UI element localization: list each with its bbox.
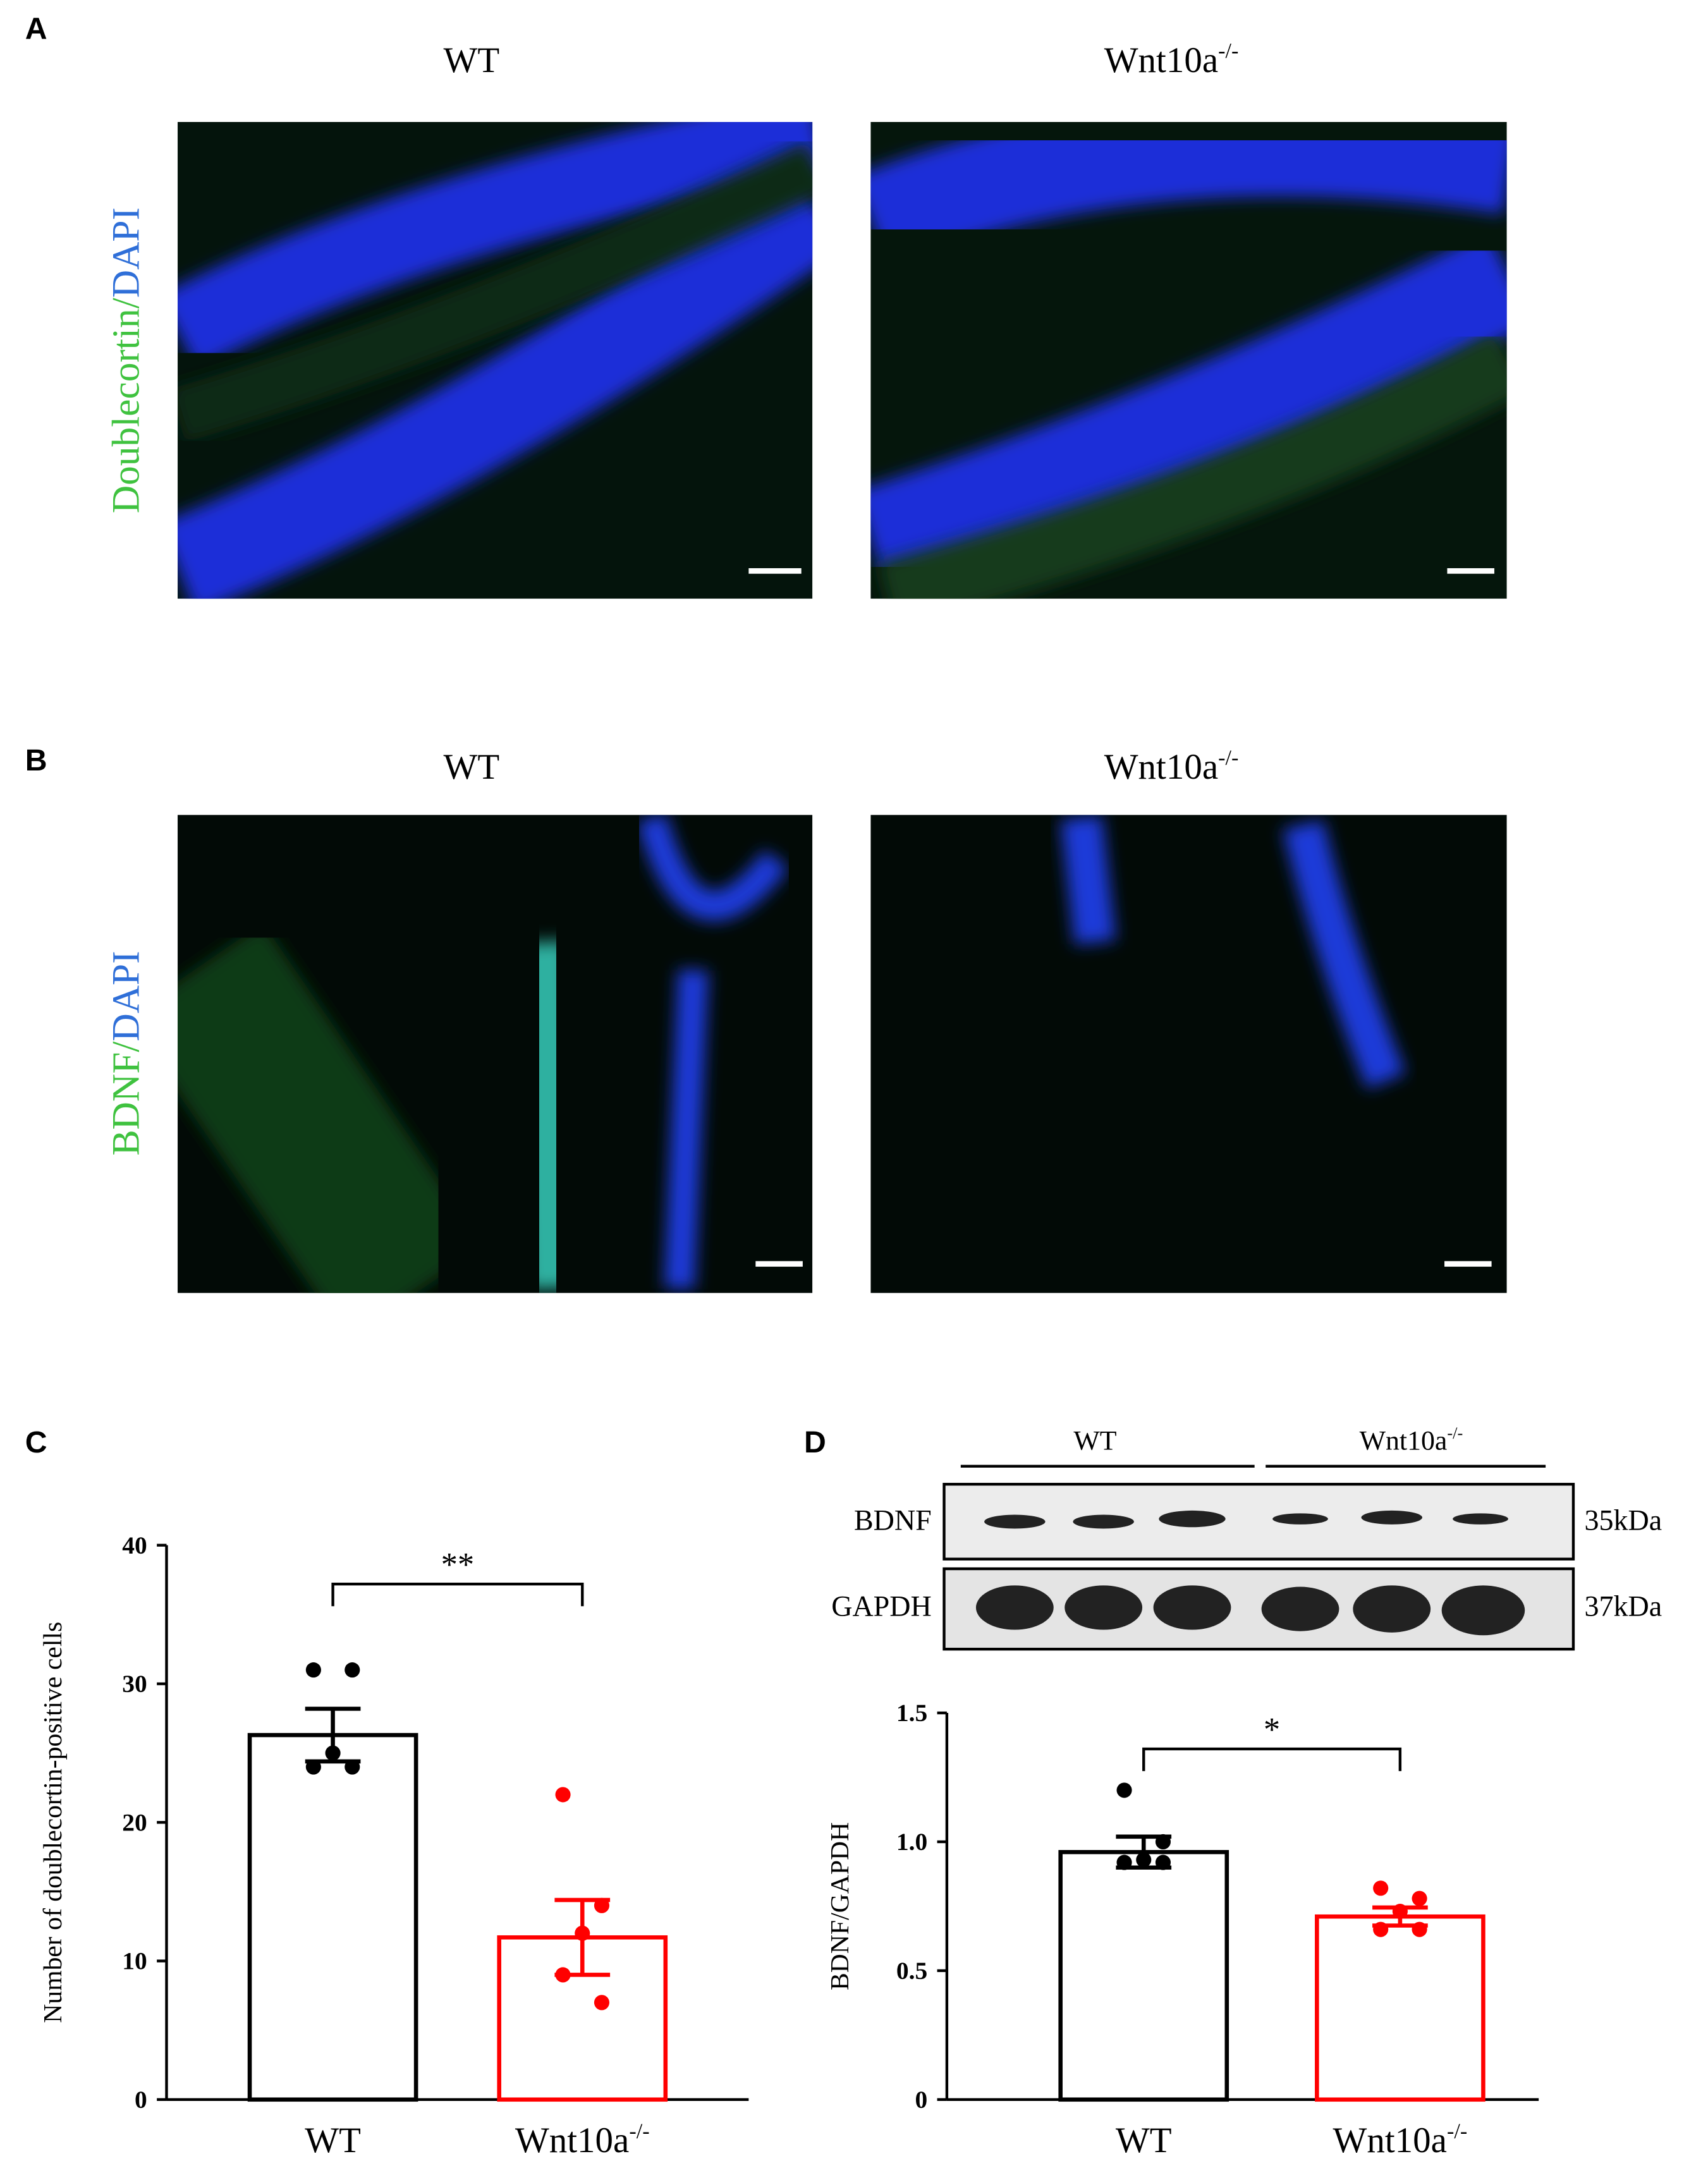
blot-row-label: BDNF (854, 1504, 932, 1537)
x-tick-label-text: WT (305, 2121, 361, 2160)
image-title-text: WT (444, 747, 500, 787)
data-point (594, 1897, 610, 1913)
blot-group: Wnt10a-/- (1360, 1424, 1463, 1456)
data-point (1116, 1854, 1132, 1870)
y-axis-label: BDNF/GAPDH (826, 1822, 855, 1990)
image-title: Wnt10a-/- (1104, 746, 1239, 787)
x-tick-label-text: Wnt10a (515, 2121, 629, 2160)
data-point (1136, 1852, 1152, 1868)
data-point (305, 1662, 321, 1678)
counterstain-name: DAPI (105, 951, 148, 1041)
blot-group: WT (1073, 1425, 1116, 1456)
image-title: Wnt10a-/- (1104, 39, 1239, 80)
panel-label: A (25, 11, 47, 46)
image-title-text: Wnt10a (1104, 747, 1218, 787)
x-tick-label-superscript: -/- (1447, 2119, 1467, 2143)
data-point (555, 1787, 571, 1803)
data-point (1373, 1921, 1389, 1937)
data-point (1373, 1880, 1389, 1896)
y-tick-label: 1.5 (896, 1699, 927, 1727)
data-point (1116, 1782, 1132, 1798)
stain-label: BDNF/DAPI (105, 951, 148, 1155)
data-point (555, 1967, 571, 1983)
significance-bracket (1142, 1747, 1402, 1772)
blot-group-text: WT (1073, 1425, 1116, 1456)
data-point (1155, 1834, 1171, 1850)
significance-bracket (331, 1582, 584, 1607)
stain-separator: / (105, 1041, 148, 1052)
x-tick-label-text: WT (1116, 2121, 1172, 2160)
image-title-text: WT (444, 40, 500, 80)
y-tick-label: 20 (122, 1808, 147, 1836)
data-point (594, 1995, 610, 2011)
x-tick-label: WT (1116, 2121, 1172, 2160)
image-title-superscript: -/- (1218, 746, 1238, 769)
micrograph (870, 121, 1507, 599)
y-tick-label: 0 (135, 2086, 147, 2114)
western-blot (942, 1464, 1575, 1651)
y-tick-label: 30 (122, 1670, 147, 1698)
y-tick-label: 1.0 (896, 1828, 927, 1856)
counterstain-name: DAPI (105, 207, 148, 298)
data-point (1412, 1890, 1427, 1906)
panel-label: C (25, 1425, 47, 1459)
stain-name: Doublecortin (105, 308, 148, 513)
data-point (345, 1662, 360, 1678)
y-tick-label: 0.5 (896, 1957, 927, 1985)
y-tick-label: 10 (122, 1947, 147, 1975)
micrograph (178, 121, 813, 599)
image-title: WT (444, 40, 500, 80)
blot-size-label: 35kDa (1585, 1504, 1662, 1537)
blot-group-superscript: -/- (1447, 1424, 1463, 1442)
data-point (1155, 1854, 1171, 1870)
y-tick-label: 0 (915, 2086, 927, 2114)
stain-name: BDNF (105, 1052, 148, 1156)
bar (1058, 1849, 1229, 2102)
bar (247, 1732, 418, 2102)
micrograph (178, 815, 813, 1293)
stain-separator: / (105, 297, 148, 308)
data-point (345, 1759, 360, 1775)
micrograph (870, 815, 1507, 1293)
x-tick-label: Wnt10a-/- (1333, 2119, 1468, 2160)
blot-size-label: 37kDa (1585, 1590, 1662, 1622)
x-tick-label: Wnt10a-/- (515, 2119, 650, 2160)
significance-label: ** (441, 1547, 475, 1583)
y-axis-label: Number of doublecortin-positive cells (39, 1622, 68, 2023)
significance-label: * (1264, 1712, 1280, 1748)
panel-label: D (804, 1425, 826, 1459)
x-tick-label-superscript: -/- (629, 2119, 649, 2143)
data-point (575, 1925, 590, 1941)
blot-group-text: Wnt10a (1360, 1425, 1448, 1456)
y-tick-label: 40 (122, 1531, 147, 1559)
x-tick-label-text: Wnt10a (1333, 2121, 1447, 2160)
data-point (305, 1759, 321, 1775)
data-point (1392, 1904, 1408, 1920)
data-point (325, 1745, 341, 1761)
stain-label: Doublecortin/DAPI (105, 207, 148, 513)
image-title-superscript: -/- (1218, 39, 1238, 63)
image-title: WT (444, 747, 500, 787)
x-tick-label: WT (305, 2121, 361, 2160)
data-point (1412, 1921, 1427, 1937)
panel-label: B (25, 743, 47, 777)
image-title-text: Wnt10a (1104, 40, 1218, 80)
blot-row-label: GAPDH (831, 1590, 932, 1622)
bar (1315, 1914, 1485, 2102)
